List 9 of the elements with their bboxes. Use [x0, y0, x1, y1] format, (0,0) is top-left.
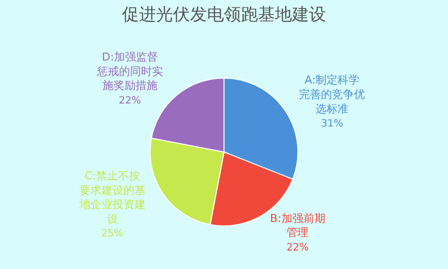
data-label: 22%	[118, 95, 142, 106]
slice-label: C:禁止不按要求建设的基地企业投资建设	[78, 170, 146, 226]
data-label: 31%	[320, 118, 344, 130]
slice-label: B:加强前期管理	[270, 212, 326, 240]
data-label: 25%	[101, 228, 124, 240]
chart-title: 促进光伏发电领跑基地建设	[122, 4, 326, 25]
data-label: 22%	[286, 242, 309, 254]
slice-label: A:制定科学完善的竞争优选标准	[299, 74, 366, 116]
slice-label: D:加强监督惩戒的同时实施奖励措施	[96, 50, 163, 92]
